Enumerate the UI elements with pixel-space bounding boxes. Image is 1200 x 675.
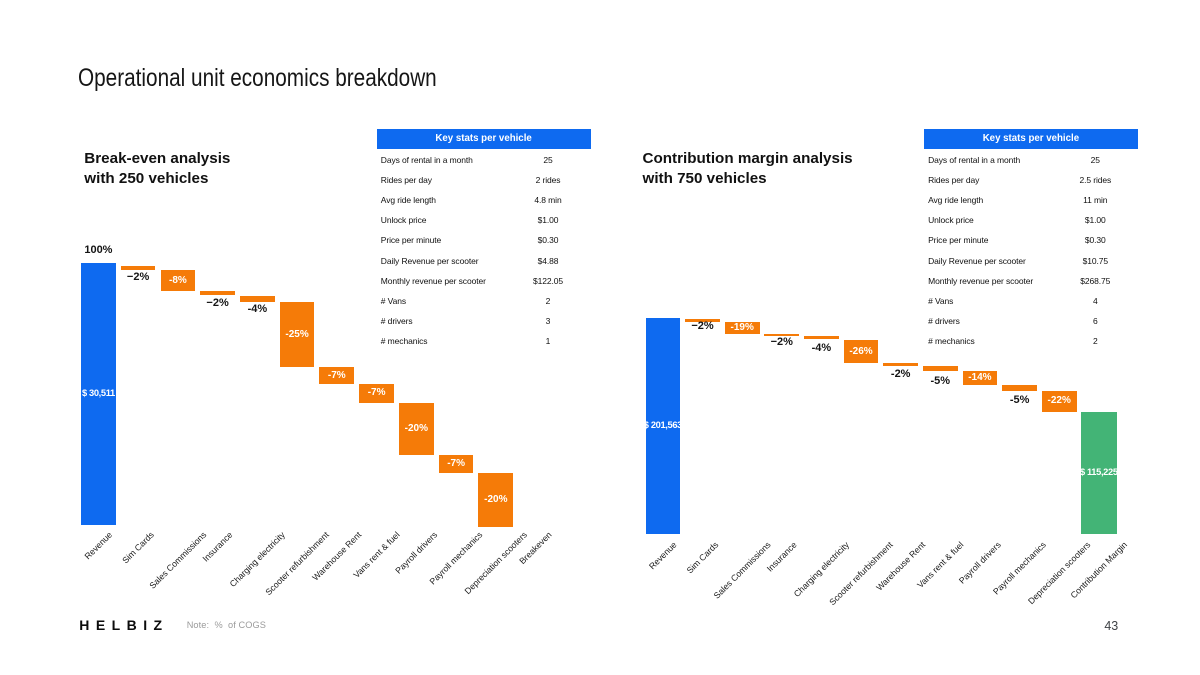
svg-text:Sim Cards: Sim Cards [120,529,156,565]
svg-text:Revenue: Revenue [82,530,114,562]
svg-text:Sales Commissions: Sales Commissions [712,539,773,600]
svg-text:Sales Commissions: Sales Commissions [147,529,208,590]
svg-text:Revenue: Revenue [647,540,679,572]
svg-text:Sim Cards: Sim Cards [685,539,721,575]
